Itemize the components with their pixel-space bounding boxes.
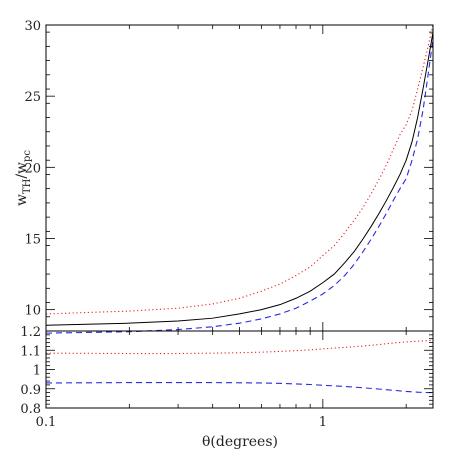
lower-x-ticks: 0.1 1 [36, 331, 407, 430]
y-label-sub1: TH [22, 178, 33, 194]
y-axis-label: wTH/wpc [14, 150, 33, 206]
upper-series-solid-line [45, 32, 434, 326]
lower-y-tick-label: 0.9 [20, 383, 41, 398]
lower-y-tick-label: 1.2 [20, 325, 41, 340]
lower-series-dashed-line [45, 382, 433, 394]
upper-y-tick-label: 30 [24, 19, 41, 34]
upper-series-group [45, 24, 434, 334]
upper-y-tick-label: 15 [24, 232, 41, 247]
lower-panel: 0.80.911.11.2 0.1 1 [20, 325, 434, 430]
upper-y-tick-label: 25 [24, 90, 41, 105]
y-label-slash: / [14, 174, 30, 179]
lower-series-dotted-line [45, 339, 434, 355]
lower-y-ticks: 0.8 0.9 1 1.1 1.2 [20, 325, 433, 417]
lower-y-tick-label: 0.8 [20, 402, 41, 417]
y-label-w1: w [14, 194, 30, 206]
lower-x-tick-label: 1 [319, 415, 327, 430]
upper-y-tick-label: 20 [24, 161, 41, 176]
lower-series-group [45, 339, 434, 394]
upper-series-dashed-line [45, 39, 434, 334]
upper-x-ticks [45, 25, 407, 331]
y-label-sub2: pc [22, 150, 33, 162]
lower-x-tick-label: 0.1 [36, 415, 57, 430]
upper-y-tick-label: 10 [24, 304, 41, 319]
lower-y-tick-label: 1 [33, 364, 41, 379]
y-label-w2: w [14, 162, 30, 174]
upper-series-dotted-line [45, 24, 434, 315]
lower-y-tick-label: 1.1 [20, 344, 41, 359]
x-axis-label: θ(degrees) [202, 434, 278, 450]
